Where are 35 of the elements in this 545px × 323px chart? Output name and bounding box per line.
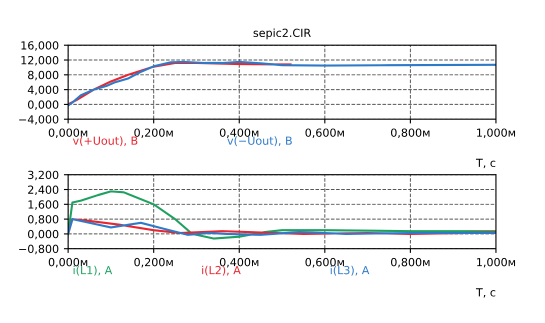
text: i(L2), A xyxy=(202,266,241,276)
text: v(−Uout), B xyxy=(227,136,292,146)
y-tick-label: 2,400 xyxy=(28,185,58,196)
y-tick-label: 4,000 xyxy=(28,86,58,96)
x-tick-label: 0,200м xyxy=(134,128,173,138)
y-tick-label: −0,800 xyxy=(19,244,58,254)
x-tick-label: 0,400м xyxy=(220,128,258,138)
x-tick-label: 1,000м xyxy=(477,128,516,138)
y-tick-label: 16,000 xyxy=(21,41,58,51)
x-tick-label: 0,800м xyxy=(391,128,430,138)
chart-title: sepic2.CIR xyxy=(254,28,311,40)
y-tick-label: 0,000 xyxy=(28,230,58,240)
line-series xyxy=(68,190,496,240)
x-tick-label: 0,000м xyxy=(48,128,88,138)
text: i(L1), A xyxy=(74,266,112,276)
x-tick-label: 0,600м xyxy=(305,128,344,138)
y-tick-label: 0,800 xyxy=(28,215,58,225)
x-tick-label: 0,000м xyxy=(48,258,88,268)
line-series xyxy=(68,60,496,107)
x-tick-label: 0,400м xyxy=(220,258,258,268)
y-tick-label: 12,000 xyxy=(21,56,58,66)
y-tick-label: 0,000 xyxy=(28,100,58,110)
x-axis-title: T, c xyxy=(476,288,496,298)
x-axis-title: T, c xyxy=(476,158,496,168)
text: i(L3), A xyxy=(330,266,370,276)
x-tick-label: 0,600м xyxy=(305,258,344,268)
x-tick-label: 1,000м xyxy=(477,258,516,268)
line-series xyxy=(68,62,292,106)
y-tick-label: 8,000 xyxy=(28,70,58,80)
y-tick-label: 3,200 xyxy=(28,170,58,180)
y-tick-label: 1,600 xyxy=(28,200,58,210)
x-tick-label: 0,800м xyxy=(391,258,430,268)
y-tick-label: −4,000 xyxy=(19,115,58,125)
text: v(+Uout), B xyxy=(72,136,138,146)
x-tick-label: 0,200м xyxy=(134,258,173,268)
